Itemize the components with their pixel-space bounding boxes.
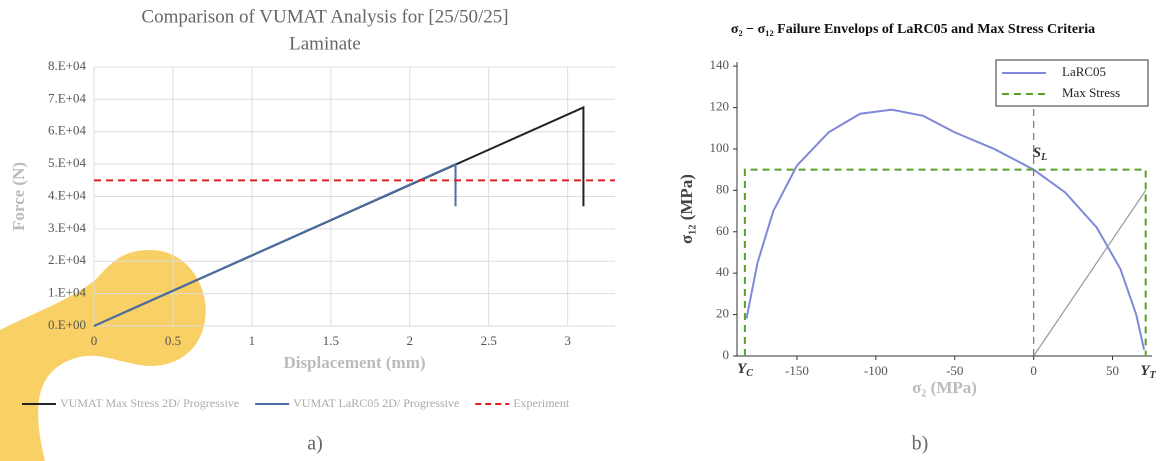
y-tick-label: 2.E+04 (48, 252, 87, 267)
x-tick-label: 50 (1106, 363, 1119, 378)
annotation-text: Y (737, 361, 748, 377)
y-axis-label: Force (N) (9, 162, 28, 231)
x-tick-label: 0.5 (165, 333, 181, 348)
annotation: YT (1140, 363, 1156, 381)
x-axis-label: Displacement (mm) (283, 353, 425, 372)
annotation-text: Y (1140, 363, 1151, 379)
caption: b) (912, 433, 929, 455)
decoration (0, 250, 206, 461)
x-tick-label: 0 (1030, 363, 1037, 378)
x-tick-label: 2 (407, 333, 414, 348)
y-tick-label: 8.E+04 (48, 58, 87, 73)
y-tick-label: 7.E+04 (48, 90, 87, 105)
annotation: SL (1033, 145, 1047, 163)
legend-label: Experiment (513, 396, 570, 410)
x-tick-label: 3 (564, 333, 571, 348)
x-tick-label: -50 (946, 363, 963, 378)
annotation-sub: C (746, 368, 753, 379)
y-tick-label: 80 (716, 181, 729, 196)
legend-label: Max Stress (1062, 85, 1120, 100)
y-tick-label: 60 (716, 223, 729, 238)
annotation: YC (737, 361, 753, 379)
caption: a) (307, 433, 323, 455)
x-tick-label: -150 (785, 363, 809, 378)
series-line (745, 108, 1146, 351)
y-axis-label: σ₁₂ (MPa) (677, 174, 696, 244)
chart-title: σ₂ − σ₁₂ Failure Envelops of LaRC05 and … (731, 22, 1095, 37)
x-axis-label: σ₂ (MPa) (912, 378, 977, 397)
legend-label: VUMAT Max Stress 2D/ Progressive (60, 396, 239, 410)
y-tick-label: 4.E+04 (48, 187, 87, 202)
x-tick-label: 0 (91, 333, 98, 348)
x-tick-label: 1 (249, 333, 256, 348)
legend-label: LaRC05 (1062, 64, 1106, 79)
y-tick-label: 6.E+04 (48, 123, 87, 138)
chart-title: Laminate (289, 33, 361, 54)
y-tick-label: 120 (710, 99, 730, 114)
y-tick-label: 40 (716, 264, 729, 279)
y-tick-label: 0.E+00 (48, 317, 86, 332)
y-tick-label: 5.E+04 (48, 155, 87, 170)
series-line (1033, 190, 1147, 357)
annotation-text: S (1033, 145, 1041, 161)
y-tick-label: 0 (723, 347, 730, 362)
y-tick-label: 3.E+04 (48, 220, 87, 235)
y-tick-label: 1.E+04 (48, 285, 87, 300)
x-tick-label: 2.5 (481, 333, 497, 348)
x-tick-label: 1.5 (323, 333, 339, 348)
y-tick-label: 100 (710, 140, 730, 155)
legend-box (995, 59, 1149, 107)
y-tick-label: 20 (716, 306, 729, 321)
chart-title: Comparison of VUMAT Analysis for [25/50/… (141, 6, 508, 27)
annotation-sub: T (1150, 370, 1157, 381)
legend-label: VUMAT LaRC05 2D/ Progressive (293, 396, 459, 410)
y-tick-label: 140 (710, 57, 730, 72)
series-line (93, 162, 457, 327)
annotation-sub: L (1040, 152, 1047, 163)
x-tick-label: -100 (864, 363, 888, 378)
series-line (743, 168, 1147, 356)
